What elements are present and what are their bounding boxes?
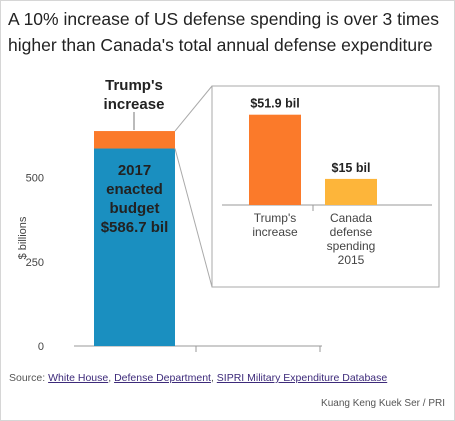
inset-data-label: $15 bil <box>332 161 371 175</box>
y-tick-label: 500 <box>26 173 44 185</box>
chart-title: A 10% increase of US defense spending is… <box>8 6 448 58</box>
budget-data-label: enacted <box>106 181 163 198</box>
budget-data-label: $586.7 bil <box>101 219 169 236</box>
inset-category-label: defense <box>330 225 373 239</box>
increase-annotation: increase <box>104 96 165 113</box>
source-separator: , <box>210 372 217 384</box>
inset-category-label: 2015 <box>338 253 365 267</box>
bar-2017-enacted-budget <box>94 148 175 346</box>
source-link-sipri[interactable]: SIPRI Military Expenditure Database <box>216 372 388 384</box>
inset-bar <box>249 114 301 205</box>
budget-data-label: budget <box>110 200 160 217</box>
bar-trumps-increase <box>94 131 175 149</box>
increase-annotation: Trump's <box>105 77 163 94</box>
source-prefix: Source: <box>9 372 49 384</box>
title-line-1: A 10% increase of US defense spending is… <box>8 9 439 29</box>
inset-data-label: $51.9 bil <box>250 97 299 111</box>
title-line-2: higher than Canada's total annual defens… <box>8 35 433 55</box>
source-link-white-house[interactable]: White House <box>48 372 109 384</box>
inset-category-label: Trump's <box>254 211 297 225</box>
y-tick-label: 250 <box>26 257 44 269</box>
y-tick-label: 0 <box>38 341 44 353</box>
inset-category-label: Canada <box>330 211 372 225</box>
inset-category-label: increase <box>252 225 298 239</box>
zoom-connector-bottom <box>174 148 213 288</box>
credit-line: Kuang Keng Kuek Ser / PRI <box>321 398 445 409</box>
source-separator: , <box>108 372 115 384</box>
source-line: Source: White House, Defense Department,… <box>9 372 387 384</box>
budget-data-label: 2017 <box>118 162 151 179</box>
y-axis-title: $ billions <box>17 216 29 259</box>
zoom-connector-top <box>174 85 213 132</box>
inset-bar <box>325 178 377 205</box>
source-link-defense-department[interactable]: Defense Department <box>114 372 211 384</box>
inset-category-label: spending <box>327 239 376 253</box>
